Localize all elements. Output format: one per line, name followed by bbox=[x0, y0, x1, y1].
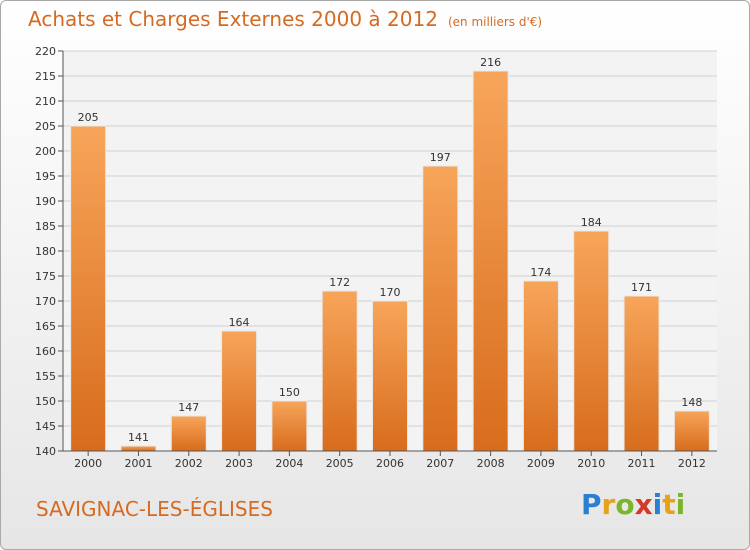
y-tick-label: 210 bbox=[35, 95, 56, 108]
data-label-2000: 205 bbox=[78, 111, 99, 124]
chart-title-text: Achats et Charges Externes 2000 à 2012 bbox=[28, 7, 438, 31]
data-label-2009: 174 bbox=[530, 266, 551, 279]
x-tick-label-2007: 2007 bbox=[426, 457, 454, 470]
data-label-2002: 147 bbox=[178, 401, 199, 414]
bar-2000 bbox=[70, 125, 107, 452]
data-label-2008: 216 bbox=[480, 56, 501, 69]
y-tick-label: 195 bbox=[35, 170, 56, 183]
bar-2005 bbox=[321, 290, 358, 452]
bar-2004 bbox=[271, 400, 308, 452]
bar-2010 bbox=[573, 230, 610, 452]
data-label-2004: 150 bbox=[279, 386, 300, 399]
x-tick-label-2011: 2011 bbox=[628, 457, 656, 470]
location-name: SAVIGNAC-LES-ÉGLISES bbox=[36, 497, 273, 521]
data-label-2007: 197 bbox=[430, 151, 451, 164]
bar-2001 bbox=[120, 445, 157, 452]
y-tick-label: 190 bbox=[35, 195, 56, 208]
logo-letter: P bbox=[581, 488, 602, 521]
x-tick-label-2005: 2005 bbox=[326, 457, 354, 470]
y-tick-label: 140 bbox=[35, 445, 56, 458]
data-label-2012: 148 bbox=[681, 396, 702, 409]
bar-2002 bbox=[170, 415, 207, 452]
y-tick-label: 155 bbox=[35, 370, 56, 383]
x-tick-label-2000: 2000 bbox=[74, 457, 102, 470]
y-tick-label: 165 bbox=[35, 320, 56, 333]
x-tick-label-2009: 2009 bbox=[527, 457, 555, 470]
y-tick-label: 200 bbox=[35, 145, 56, 158]
y-tick-label: 220 bbox=[35, 45, 56, 58]
x-tick-label-2010: 2010 bbox=[577, 457, 605, 470]
data-label-2003: 164 bbox=[229, 316, 250, 329]
bar-2006 bbox=[372, 300, 408, 452]
bar-2011 bbox=[623, 295, 660, 452]
y-tick-label: 145 bbox=[35, 420, 56, 433]
chart-subtitle: (en milliers d'€) bbox=[447, 15, 543, 29]
y-tick-label: 185 bbox=[35, 220, 56, 233]
bar-2007 bbox=[422, 165, 459, 452]
bar-2008 bbox=[472, 70, 509, 452]
x-tick-label-2008: 2008 bbox=[477, 457, 505, 470]
data-label-2006: 170 bbox=[380, 286, 401, 299]
bar-2009 bbox=[522, 280, 559, 452]
data-label-2001: 141 bbox=[128, 431, 149, 444]
data-label-2010: 184 bbox=[581, 216, 602, 229]
x-tick-label-2002: 2002 bbox=[175, 457, 203, 470]
bar-2012 bbox=[673, 410, 710, 452]
y-tick-label: 180 bbox=[35, 245, 56, 258]
bar-2003 bbox=[221, 330, 258, 452]
logo-letter: o bbox=[615, 488, 635, 521]
data-label-2005: 172 bbox=[329, 276, 350, 289]
data-label-2011: 171 bbox=[631, 281, 652, 294]
y-tick-label: 160 bbox=[35, 345, 56, 358]
y-tick-label: 150 bbox=[35, 395, 56, 408]
x-tick-label-2004: 2004 bbox=[275, 457, 303, 470]
y-tick-label: 170 bbox=[35, 295, 56, 308]
y-tick-label: 215 bbox=[35, 70, 56, 83]
x-tick-label-2006: 2006 bbox=[376, 457, 404, 470]
logo-letter: x bbox=[634, 488, 653, 521]
y-tick-label: 205 bbox=[35, 120, 56, 133]
x-tick-label-2001: 2001 bbox=[124, 457, 152, 470]
chart-title: Achats et Charges Externes 2000 à 2012 (e… bbox=[28, 7, 542, 31]
x-tick-label-2012: 2012 bbox=[678, 457, 706, 470]
x-tick-label-2003: 2003 bbox=[225, 457, 253, 470]
y-tick-label: 175 bbox=[35, 270, 56, 283]
logo-letter: t bbox=[662, 488, 676, 521]
logo-letter: r bbox=[601, 488, 616, 521]
proxiti-logo[interactable]: Proxiti bbox=[581, 488, 685, 521]
logo-letter: i bbox=[675, 488, 686, 521]
logo-letter: i bbox=[652, 488, 663, 521]
